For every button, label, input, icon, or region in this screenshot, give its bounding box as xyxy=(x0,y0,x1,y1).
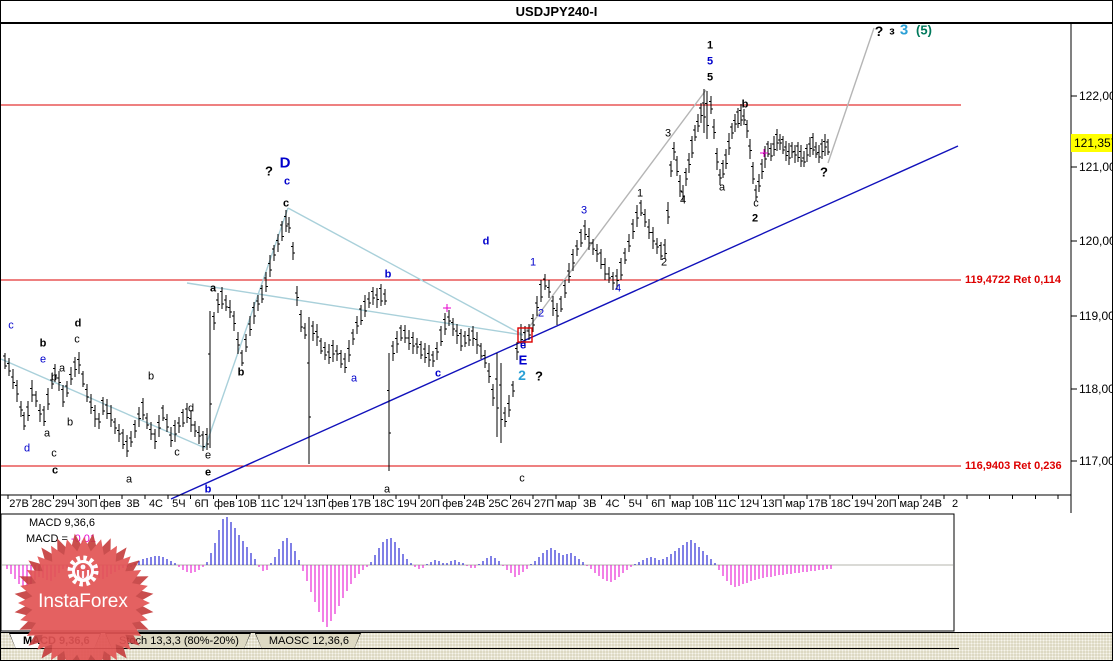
chart-line xyxy=(170,145,959,500)
chart-line xyxy=(204,207,289,449)
indicator-tab-label: Stoch 13,3,3 (80%-20%) xyxy=(106,634,250,649)
tab-bar-divider xyxy=(1,648,959,649)
chart-title: USDJPY240-I xyxy=(515,4,598,19)
trendlines xyxy=(1,27,959,500)
chart-line xyxy=(827,27,875,164)
red-highlight-box xyxy=(517,327,533,343)
chart-line xyxy=(186,282,524,336)
bottom-strip xyxy=(1,649,1112,660)
indicator-tab-stoch[interactable]: Stoch 13,3,3 (80%-20%)Stoch 13,3,3 (80%-… xyxy=(105,633,251,649)
chart-line xyxy=(523,89,707,335)
chart-title-bar[interactable]: USDJPY240-I xyxy=(1,1,1112,24)
indicator-tab-label: MACD 9,36,6 xyxy=(10,634,100,649)
indicator-tab-label: MAOSC 12,36,6 xyxy=(256,634,360,649)
fib-level-lines xyxy=(1,104,961,467)
chart-line xyxy=(287,207,524,336)
indicator-tab-maosc[interactable]: MAOSC 12,36,6MAOSC 12,36,6 xyxy=(255,633,361,649)
ohlc-bars xyxy=(3,89,830,471)
axes xyxy=(1,22,1112,513)
macd-panel[interactable] xyxy=(1,513,955,632)
